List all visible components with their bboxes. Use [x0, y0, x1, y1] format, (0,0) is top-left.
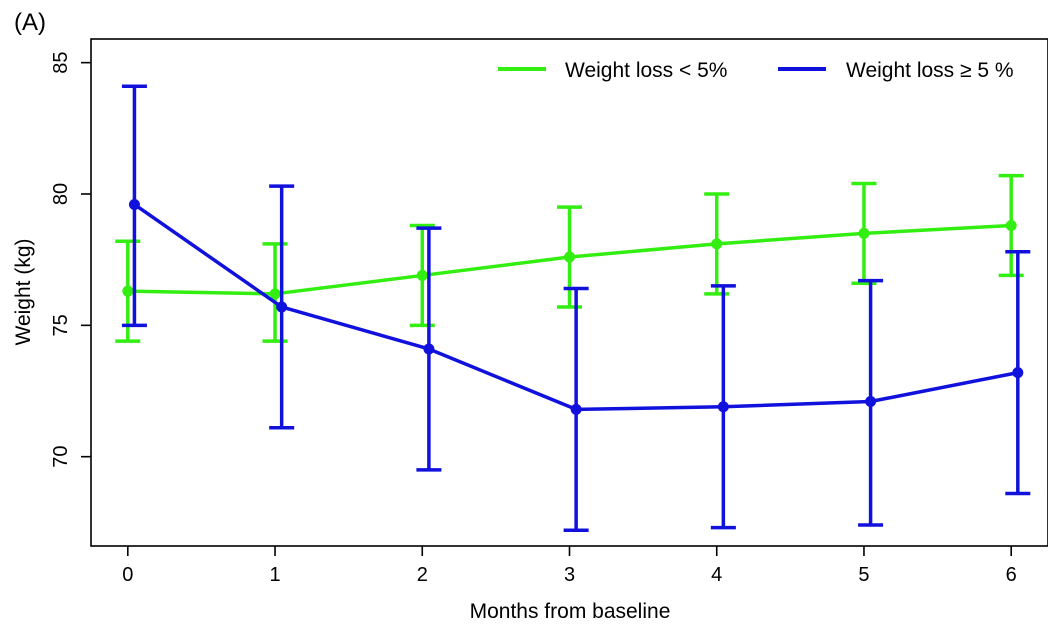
- panel-label: (A): [14, 9, 46, 36]
- series-layer: [115, 84, 1031, 532]
- y-axis-title: Weight (kg): [12, 239, 35, 346]
- y-tick-label-75: 75: [50, 314, 72, 336]
- data-point-s1-1: [269, 288, 281, 300]
- data-point-s1-5: [858, 227, 870, 239]
- data-point-s1-4: [711, 238, 723, 250]
- x-tick-label-0: 0: [122, 564, 133, 586]
- y-tick-label-85: 85: [50, 52, 72, 74]
- data-point-s2-2: [423, 343, 435, 355]
- legend-label-series-2: Weight loss ≥ 5 %: [846, 59, 1014, 82]
- x-tick-label-3: 3: [564, 564, 575, 586]
- data-point-s2-0: [128, 198, 140, 210]
- x-axis-title: Months from baseline: [470, 600, 671, 623]
- y-axis: 70 75 80 85: [50, 52, 91, 468]
- legend: Weight loss < 5% Weight loss ≥ 5 %: [498, 59, 1014, 82]
- data-point-s2-3: [570, 403, 582, 415]
- y-tick-label-80: 80: [50, 183, 72, 205]
- data-point-s1-3: [564, 251, 575, 263]
- data-point-s2-5: [865, 396, 877, 408]
- x-axis: 0 1 2 3 4 5 6: [122, 546, 1017, 586]
- series-2: [121, 84, 1031, 532]
- data-point-s1-6: [1005, 220, 1017, 232]
- x-tick-label-1: 1: [269, 564, 280, 586]
- data-point-s2-6: [1012, 367, 1024, 379]
- y-tick-label-70: 70: [50, 446, 72, 468]
- data-point-s2-1: [276, 301, 288, 313]
- x-tick-label-2: 2: [417, 564, 428, 586]
- x-tick-label-4: 4: [711, 564, 722, 586]
- data-point-s1-0: [122, 285, 134, 297]
- x-tick-label-5: 5: [858, 564, 869, 586]
- x-tick-label-6: 6: [1006, 564, 1017, 586]
- data-point-s2-4: [717, 401, 729, 413]
- legend-label-series-1: Weight loss < 5%: [565, 59, 727, 82]
- data-point-s1-2: [416, 269, 428, 281]
- series-1: [115, 173, 1024, 343]
